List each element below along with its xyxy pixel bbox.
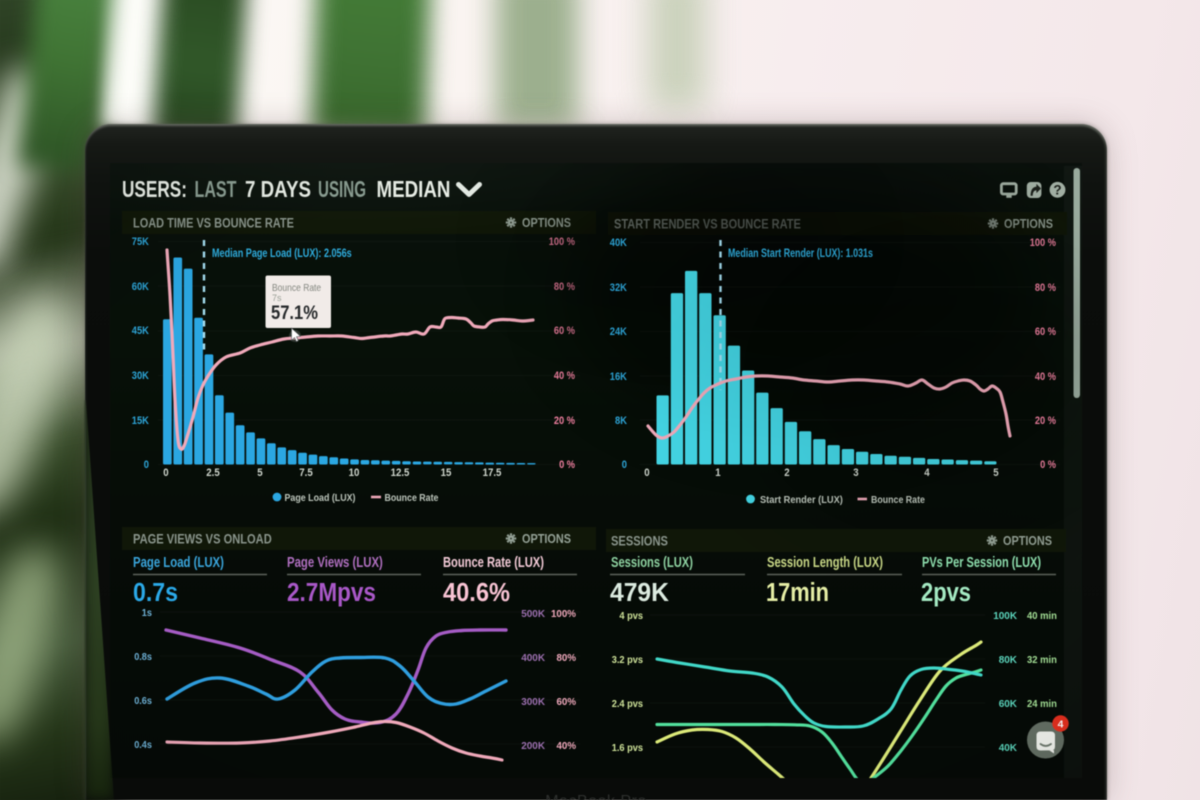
svg-text:10: 10 — [349, 468, 360, 480]
svg-text:40 %: 40 % — [554, 370, 575, 382]
svg-text:0.6s: 0.6s — [134, 695, 152, 707]
svg-text:40.6%: 40.6% — [443, 579, 510, 607]
svg-text:500K: 500K — [521, 609, 545, 620]
svg-text:40K: 40K — [999, 743, 1018, 754]
svg-text:PVs Per Session (LUX): PVs Per Session (LUX) — [922, 553, 1041, 570]
svg-text:SESSIONS: SESSIONS — [611, 533, 668, 548]
svg-text:40%: 40% — [557, 741, 577, 752]
svg-text:Page Load (LUX): Page Load (LUX) — [133, 554, 224, 571]
svg-text:4 pvs: 4 pvs — [619, 611, 643, 623]
svg-text:200K: 200K — [521, 741, 545, 752]
svg-text:0: 0 — [163, 468, 169, 480]
svg-text:Median Page Load (LUX): 2.056s: Median Page Load (LUX): 2.056s — [212, 247, 352, 261]
svg-text:OPTIONS: OPTIONS — [522, 532, 571, 546]
svg-text:2.4 pvs: 2.4 pvs — [612, 699, 644, 711]
svg-text:24K: 24K — [610, 326, 628, 338]
svg-text:60K: 60K — [999, 699, 1018, 710]
svg-text:0 %: 0 % — [1040, 459, 1056, 471]
svg-text:60 %: 60 % — [554, 325, 575, 337]
svg-text:PAGE VIEWS VS ONLOAD: PAGE VIEWS VS ONLOAD — [133, 531, 272, 546]
svg-text:3.2 pvs: 3.2 pvs — [612, 655, 644, 667]
svg-text:Session Length (LUX): Session Length (LUX) — [767, 554, 883, 571]
svg-text:0: 0 — [644, 468, 650, 480]
svg-text:7 DAYS: 7 DAYS — [245, 177, 311, 202]
svg-text:15K: 15K — [132, 415, 150, 427]
svg-text:8K: 8K — [615, 415, 628, 427]
svg-text:32 min: 32 min — [1027, 655, 1057, 667]
svg-text:Start Render (LUX): Start Render (LUX) — [760, 495, 843, 507]
svg-text:4: 4 — [1058, 719, 1064, 731]
svg-text:0: 0 — [622, 459, 627, 471]
svg-text:60%: 60% — [557, 697, 577, 708]
svg-text:Median Start Render (LUX): 1.0: Median Start Render (LUX): 1.031s — [728, 247, 873, 261]
svg-text:Page Views (LUX): Page Views (LUX) — [287, 554, 383, 571]
svg-text:15: 15 — [441, 468, 452, 480]
svg-text:16K: 16K — [610, 371, 628, 383]
svg-text:45K: 45K — [132, 325, 150, 337]
svg-text:Bounce Rate (LUX): Bounce Rate (LUX) — [443, 554, 544, 571]
svg-text:17.5: 17.5 — [483, 468, 502, 480]
svg-text:100 %: 100 % — [1030, 237, 1056, 249]
svg-text:57.1%: 57.1% — [271, 302, 318, 323]
svg-text:40K: 40K — [610, 237, 628, 249]
svg-text:32K: 32K — [610, 282, 628, 294]
svg-text:80K: 80K — [999, 655, 1018, 666]
svg-text:2.7Mpvs: 2.7Mpvs — [287, 579, 376, 608]
svg-text:0.4s: 0.4s — [134, 739, 152, 751]
svg-text:100%: 100% — [551, 609, 576, 620]
svg-text:2: 2 — [784, 468, 790, 480]
svg-text:0 %: 0 % — [559, 459, 575, 471]
svg-text:0: 0 — [144, 459, 149, 471]
svg-text:5: 5 — [993, 468, 999, 480]
svg-text:0.7s: 0.7s — [133, 579, 178, 608]
svg-text:1: 1 — [715, 468, 721, 480]
svg-text:2.5: 2.5 — [206, 468, 220, 480]
svg-text:479K: 479K — [610, 578, 670, 607]
svg-text:60 %: 60 % — [1035, 326, 1056, 338]
svg-text:Bounce Rate: Bounce Rate — [385, 492, 439, 504]
svg-text:3: 3 — [853, 468, 859, 480]
svg-text:40 min: 40 min — [1027, 611, 1057, 623]
svg-text:Sessions (LUX): Sessions (LUX) — [611, 554, 693, 571]
svg-text:LOAD TIME VS BOUNCE RATE: LOAD TIME VS BOUNCE RATE — [133, 215, 294, 231]
svg-text:OPTIONS: OPTIONS — [1003, 534, 1052, 548]
svg-text:17min: 17min — [766, 578, 829, 607]
svg-text:300K: 300K — [521, 697, 545, 708]
svg-text:5: 5 — [257, 468, 263, 480]
svg-text:Bounce Rate: Bounce Rate — [871, 494, 925, 506]
svg-text:24 min: 24 min — [1027, 699, 1057, 711]
svg-text:40 %: 40 % — [1035, 371, 1056, 383]
svg-text:60K: 60K — [132, 281, 150, 293]
svg-text:USERS:: USERS: — [122, 178, 187, 203]
svg-text:75K: 75K — [132, 236, 150, 248]
svg-text:Bounce Rate: Bounce Rate — [272, 282, 321, 294]
svg-text:OPTIONS: OPTIONS — [1004, 217, 1053, 231]
svg-text:7.5: 7.5 — [299, 468, 313, 480]
svg-text:30K: 30K — [132, 370, 150, 382]
svg-text:MEDIAN: MEDIAN — [377, 177, 451, 202]
svg-text:12.5: 12.5 — [391, 468, 410, 480]
svg-text:100K: 100K — [993, 611, 1017, 622]
svg-text:USING: USING — [318, 177, 366, 203]
svg-text:20 %: 20 % — [554, 415, 575, 427]
svg-text:7s: 7s — [272, 293, 282, 303]
svg-text:80 %: 80 % — [1035, 282, 1056, 294]
svg-text:LAST: LAST — [195, 177, 237, 202]
svg-text:1s: 1s — [142, 607, 153, 619]
svg-text:0.8s: 0.8s — [134, 651, 152, 663]
svg-text:20 %: 20 % — [1035, 415, 1056, 427]
svg-text:Page Load (LUX): Page Load (LUX) — [285, 492, 356, 504]
svg-text:4: 4 — [924, 468, 930, 480]
svg-text:2pvs: 2pvs — [921, 578, 971, 607]
svg-text:1.6 pvs: 1.6 pvs — [612, 743, 644, 755]
svg-text:?: ? — [1053, 183, 1061, 198]
svg-text:80%: 80% — [557, 653, 577, 664]
svg-text:400K: 400K — [521, 653, 545, 664]
